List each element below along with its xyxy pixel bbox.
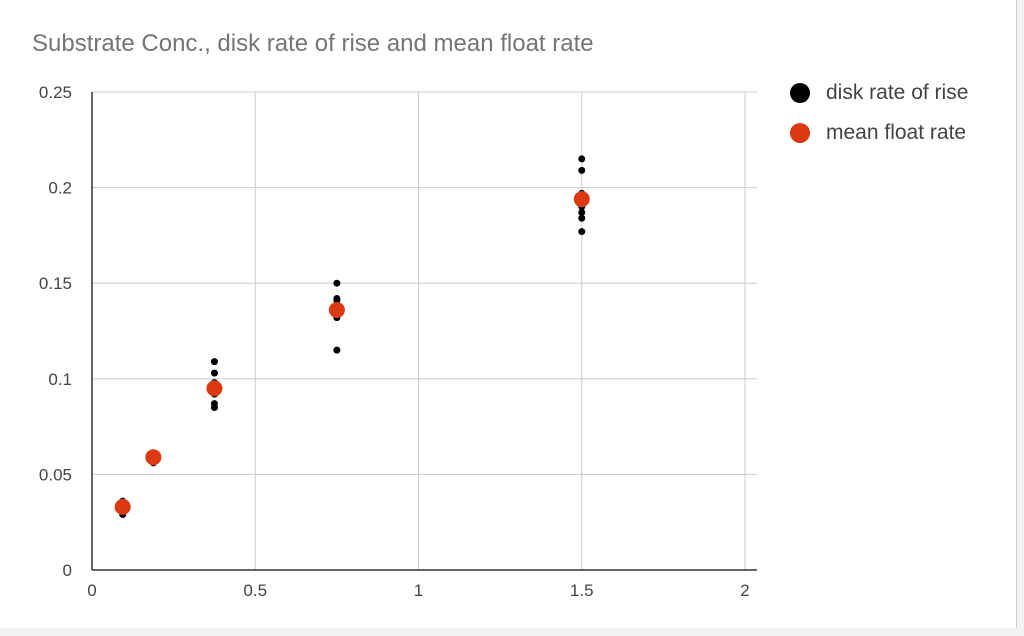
disk-rate-point bbox=[578, 166, 586, 174]
y-tick-label: 0.05 bbox=[39, 465, 72, 484]
mean-float-rate-point bbox=[206, 380, 223, 397]
grid-lines bbox=[92, 91, 757, 570]
y-tick-label: 0.25 bbox=[39, 83, 72, 102]
disk-rate-point bbox=[578, 214, 586, 222]
legend-label-disk: disk rate of rise bbox=[826, 81, 969, 104]
y-tick-label: 0.15 bbox=[39, 274, 72, 293]
mean-float-rate-point bbox=[145, 449, 162, 466]
mean-float-rate-point bbox=[114, 498, 131, 515]
disk-rate-point bbox=[578, 208, 586, 216]
disk-rate-point bbox=[578, 228, 586, 236]
x-tick-label: 0.5 bbox=[243, 581, 267, 600]
disk-rate-point bbox=[578, 155, 586, 163]
legend-marker-disk bbox=[790, 83, 810, 103]
y-tick-label: 0 bbox=[63, 561, 72, 580]
disk-rate-point bbox=[210, 358, 218, 366]
legend-label-mean: mean float rate bbox=[826, 121, 967, 144]
mean-float-rate-point bbox=[573, 191, 590, 208]
legend-marker-mean bbox=[790, 123, 810, 143]
scatter-plot: 0 0.05 0.1 0.15 0.2 0.25 0 0.5 1 1.5 2 bbox=[39, 83, 757, 600]
disk-rate-point bbox=[333, 346, 341, 354]
y-tick-label: 0.1 bbox=[48, 370, 72, 389]
mean-float-rate-point bbox=[328, 301, 345, 318]
series-disk-rate-of-rise bbox=[119, 155, 586, 519]
y-tick-label: 0.2 bbox=[48, 179, 72, 198]
series-mean-float-rate bbox=[114, 191, 590, 515]
disk-rate-point bbox=[333, 279, 341, 287]
page-background-strip bbox=[0, 628, 1024, 636]
x-tick-label: 2 bbox=[740, 581, 749, 600]
disk-rate-point bbox=[210, 400, 218, 408]
tick-labels: 0 0.05 0.1 0.15 0.2 0.25 0 0.5 1 1.5 2 bbox=[39, 83, 750, 600]
legend-item-mean-float-rate[interactable]: mean float rate bbox=[790, 120, 966, 146]
x-tick-label: 1 bbox=[414, 581, 423, 600]
axes bbox=[91, 92, 757, 571]
disk-rate-point bbox=[210, 369, 218, 377]
x-tick-label: 1.5 bbox=[570, 581, 594, 600]
legend-item-disk-rate-of-rise[interactable]: disk rate of rise bbox=[790, 80, 968, 106]
disk-rate-point bbox=[333, 294, 341, 302]
chart-title: Substrate Conc., disk rate of rise and m… bbox=[32, 30, 594, 57]
x-tick-label: 0 bbox=[87, 581, 96, 600]
